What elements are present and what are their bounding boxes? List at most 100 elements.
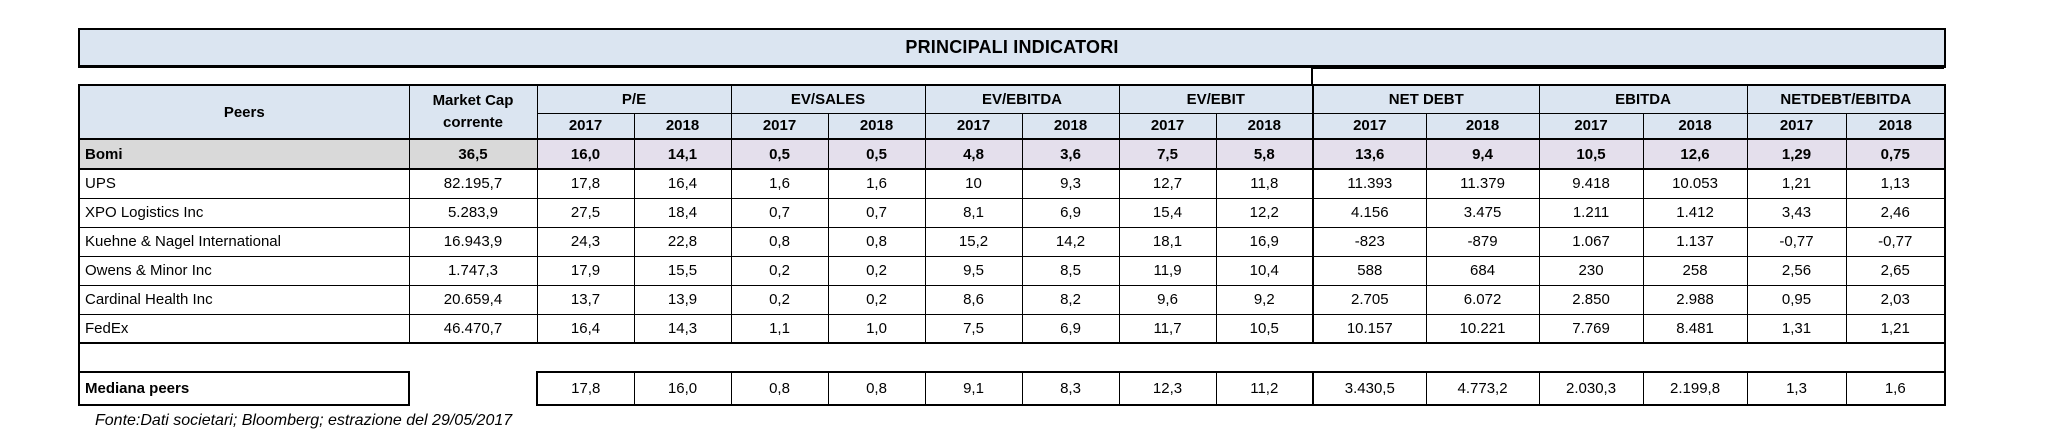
value-cell: 1.211 xyxy=(1538,197,1644,228)
value-cell: 18,1 xyxy=(1118,226,1217,257)
median-value-cell: 16,0 xyxy=(633,371,732,406)
year-header: 2017 xyxy=(1746,112,1847,140)
value-cell: 13,7 xyxy=(536,284,635,315)
table-row: XPO Logistics Inc 5.283,9 27,5 18,4 0,7 0,7 8,… xyxy=(78,197,1947,228)
value-cell: 11,7 xyxy=(1118,313,1217,344)
row-label-cell: Kuehne & Nagel International xyxy=(78,226,410,257)
year-header: 2018 xyxy=(1215,112,1314,140)
value-cell: 17,9 xyxy=(536,255,635,286)
market-cap-cell: 1.747,3 xyxy=(408,255,538,286)
value-cell: 15,2 xyxy=(924,226,1023,257)
market-cap-column-header: Market Cap corrente xyxy=(408,84,538,140)
value-cell: 10,5 xyxy=(1215,313,1314,344)
year-header: 2017 xyxy=(1312,112,1427,140)
value-cell: 3.475 xyxy=(1425,197,1540,228)
year-header: 2018 xyxy=(1021,112,1120,140)
value-cell: 1,6 xyxy=(827,168,926,199)
spacer-row xyxy=(78,343,1947,372)
value-cell: 24,3 xyxy=(536,226,635,257)
year-header: 2017 xyxy=(1118,112,1217,140)
value-cell: 2,03 xyxy=(1845,284,1947,315)
value-cell: 11.379 xyxy=(1425,168,1540,199)
value-cell: 11,9 xyxy=(1118,255,1217,286)
median-value-cell: 2.199,8 xyxy=(1642,371,1748,406)
table-row: Cardinal Health Inc 20.659,4 13,7 13,9 0,2 0,… xyxy=(78,284,1947,315)
table-row: FedEx 46.470,7 16,4 14,3 1,1 1,0 7,5 6,9 11,7 10,… xyxy=(78,313,1947,344)
value-cell: -0,77 xyxy=(1845,226,1947,257)
value-cell: 588 xyxy=(1312,255,1427,286)
market-cap-header-line2: corrente xyxy=(442,114,504,131)
value-cell: 9,5 xyxy=(924,255,1023,286)
value-cell: -0,77 xyxy=(1746,226,1847,257)
row-label-cell: Bomi xyxy=(78,138,410,170)
median-row: Mediana peers 17,8 16,0 0,8 0,8 9,1 8,3 12,3 11,… xyxy=(78,371,1947,406)
value-cell: 9,4 xyxy=(1425,138,1540,170)
value-cell: 10.053 xyxy=(1642,168,1748,199)
median-value-cell: 4.773,2 xyxy=(1425,371,1540,406)
net-debt-section-top-line xyxy=(1311,67,1944,69)
source-note: Fonte:Dati societari; Bloomberg; estrazi… xyxy=(95,412,513,429)
value-cell: 14,3 xyxy=(633,313,732,344)
value-cell: 17,8 xyxy=(536,168,635,199)
value-cell: 18,4 xyxy=(633,197,732,228)
year-header: 2018 xyxy=(1425,112,1540,140)
net-debt-section-tick xyxy=(1311,67,1313,84)
market-cap-header-line1: Market Cap xyxy=(432,92,514,110)
market-cap-cell: 36,5 xyxy=(408,138,538,170)
value-cell: 15,4 xyxy=(1118,197,1217,228)
value-cell: 4.156 xyxy=(1312,197,1427,228)
spacer-cell xyxy=(78,343,409,372)
value-cell: 2,46 xyxy=(1845,197,1947,228)
value-cell: 9,2 xyxy=(1215,284,1314,315)
market-cap-cell: 20.659,4 xyxy=(408,284,538,315)
market-cap-cell: 82.195,7 xyxy=(408,168,538,199)
table-row: Kuehne & Nagel International 16.943,9 24,3… xyxy=(78,226,1947,257)
median-value-cell: 0,8 xyxy=(730,371,829,406)
value-cell: 1,6 xyxy=(730,168,829,199)
median-value-cell: 9,1 xyxy=(924,371,1023,406)
section-header-ebitda: EBITDA xyxy=(1538,84,1748,114)
value-cell: 0,2 xyxy=(730,255,829,286)
row-label-cell: UPS xyxy=(78,168,410,199)
median-value-cell: 2.030,3 xyxy=(1538,371,1644,406)
value-cell: 2,65 xyxy=(1845,255,1947,286)
value-cell: 1,21 xyxy=(1746,168,1847,199)
section-header-net-debt: NET DEBT xyxy=(1312,84,1540,114)
median-value-cell: 1,6 xyxy=(1845,371,1947,406)
value-cell: 0,2 xyxy=(827,255,926,286)
year-header: 2017 xyxy=(730,112,829,140)
value-cell: 10 xyxy=(924,168,1023,199)
value-cell: 1,29 xyxy=(1746,138,1847,170)
row-label-cell: Owens & Minor Inc xyxy=(78,255,410,286)
value-cell: 12,7 xyxy=(1118,168,1217,199)
table-row: Owens & Minor Inc 1.747,3 17,9 15,5 0,2 0,2 9,… xyxy=(78,255,1947,286)
market-cap-cell: 5.283,9 xyxy=(408,197,538,228)
value-cell: 3,6 xyxy=(1021,138,1120,170)
value-cell: 1,0 xyxy=(827,313,926,344)
peers-indicators-table: Peers Market Cap corrente P/E EV/SALES EV/EBI… xyxy=(78,84,1947,406)
market-cap-cell: 46.470,7 xyxy=(408,313,538,344)
year-header: 2017 xyxy=(924,112,1023,140)
value-cell: 0,75 xyxy=(1845,138,1947,170)
value-cell: 0,8 xyxy=(827,226,926,257)
value-cell: -879 xyxy=(1425,226,1540,257)
value-cell: 9.418 xyxy=(1538,168,1644,199)
value-cell: 16,9 xyxy=(1215,226,1314,257)
value-cell: 12,6 xyxy=(1642,138,1748,170)
row-label-cell: FedEx xyxy=(78,313,410,344)
title-bar: PRINCIPALI INDICATORI xyxy=(78,28,1946,68)
value-cell: 7,5 xyxy=(924,313,1023,344)
value-cell: 0,8 xyxy=(730,226,829,257)
value-cell: 2.850 xyxy=(1538,284,1644,315)
indicators-table-wrapper: Peers Market Cap corrente P/E EV/SALES EV/EBI… xyxy=(78,84,1947,406)
value-cell: 1.412 xyxy=(1642,197,1748,228)
value-cell: 4,8 xyxy=(924,138,1023,170)
value-cell: 16,4 xyxy=(536,313,635,344)
value-cell: 9,6 xyxy=(1118,284,1217,315)
value-cell: 10,4 xyxy=(1215,255,1314,286)
median-value-cell: 0,8 xyxy=(827,371,926,406)
median-value-cell: 12,3 xyxy=(1118,371,1217,406)
value-cell: 14,2 xyxy=(1021,226,1120,257)
value-cell: 7,5 xyxy=(1118,138,1217,170)
value-cell: 12,2 xyxy=(1215,197,1314,228)
